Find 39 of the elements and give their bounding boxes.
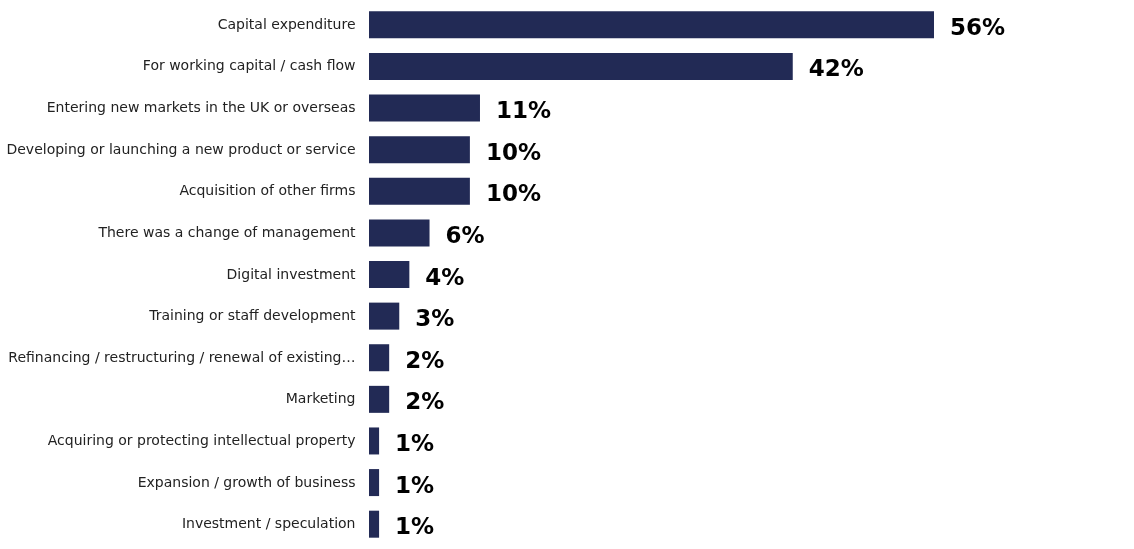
bar <box>369 427 380 455</box>
bar <box>369 219 430 247</box>
data-label: 3% <box>415 305 455 332</box>
bar <box>369 469 380 497</box>
data-label: 11% <box>495 97 552 124</box>
y-tick-label: Developing or launching a new product or service <box>6 140 356 157</box>
data-label: 10% <box>485 138 541 165</box>
y-tick-label: Expansion / growth of business <box>137 473 356 490</box>
bar <box>369 52 793 80</box>
data-label: 56% <box>950 13 1006 40</box>
y-tick-label: Investment / speculation <box>181 515 356 532</box>
y-tick-label: Training or staff development <box>148 307 356 324</box>
y-tick-label: For working capital / cash flow <box>142 57 356 74</box>
bar <box>369 302 400 330</box>
bar <box>369 385 390 413</box>
data-label: 1% <box>395 471 435 498</box>
bar <box>369 11 934 39</box>
bar <box>369 94 480 122</box>
bar <box>369 177 470 205</box>
y-tick-label: Capital expenditure <box>217 15 356 32</box>
y-tick-label: Refinancing / restructuring / renewal of existing… <box>8 348 356 365</box>
bar <box>369 344 390 372</box>
data-label: 6% <box>445 221 485 248</box>
y-tick-label: There was a change of management <box>97 223 356 240</box>
y-tick-label: Acquisition of other firms <box>179 182 356 199</box>
data-label: 10% <box>485 180 541 207</box>
bar <box>369 510 380 538</box>
data-label: 42% <box>808 55 864 82</box>
y-tick-label: Entering new markets in the UK or overseas <box>46 99 356 116</box>
data-label: 2% <box>405 346 445 373</box>
data-label: 1% <box>395 429 435 456</box>
bar <box>369 136 470 164</box>
data-label: 4% <box>425 263 465 290</box>
bar <box>369 261 410 288</box>
y-tick-label: Marketing <box>285 390 356 407</box>
y-tick-label: Acquiring or protecting intellectual property <box>47 431 356 448</box>
y-tick-label: Digital investment <box>226 265 356 282</box>
data-label: 2% <box>405 388 445 415</box>
data-label: 1% <box>395 513 435 540</box>
